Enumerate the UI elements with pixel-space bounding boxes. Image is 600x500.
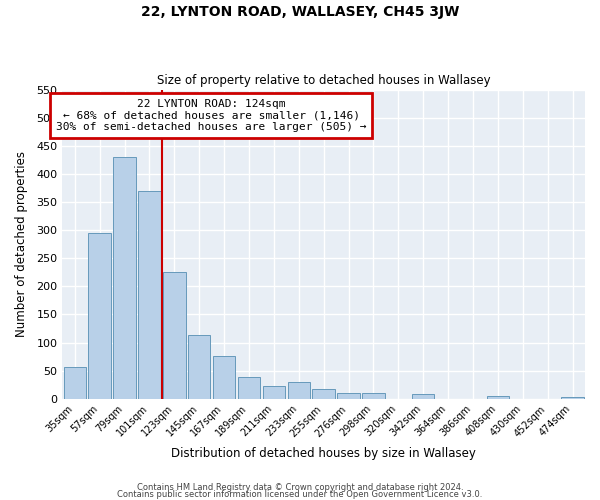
X-axis label: Distribution of detached houses by size in Wallasey: Distribution of detached houses by size … (171, 447, 476, 460)
Bar (263, 386, 285, 399)
Text: Contains public sector information licensed under the Open Government Licence v3: Contains public sector information licen… (118, 490, 482, 499)
Bar (188, 336, 211, 399)
Bar (64, 367, 86, 399)
Text: 22 LYNTON ROAD: 124sqm
← 68% of detached houses are smaller (1,146)
30% of semi-: 22 LYNTON ROAD: 124sqm ← 68% of detached… (56, 99, 367, 132)
Bar (113, 157, 136, 399)
Bar (213, 356, 235, 399)
Y-axis label: Number of detached properties: Number of detached properties (15, 151, 28, 337)
Text: 22, LYNTON ROAD, WALLASEY, CH45 3JW: 22, LYNTON ROAD, WALLASEY, CH45 3JW (141, 5, 459, 19)
Bar (138, 191, 161, 399)
Bar (238, 378, 260, 399)
Bar (362, 392, 385, 399)
Bar (287, 382, 310, 399)
Text: Contains HM Land Registry data © Crown copyright and database right 2024.: Contains HM Land Registry data © Crown c… (137, 484, 463, 492)
Bar (487, 396, 509, 399)
Title: Size of property relative to detached houses in Wallasey: Size of property relative to detached ho… (157, 74, 490, 87)
Bar (562, 396, 584, 399)
Bar (337, 393, 360, 399)
Bar (313, 388, 335, 399)
Bar (163, 272, 185, 399)
Bar (412, 394, 434, 399)
Bar (88, 233, 111, 399)
